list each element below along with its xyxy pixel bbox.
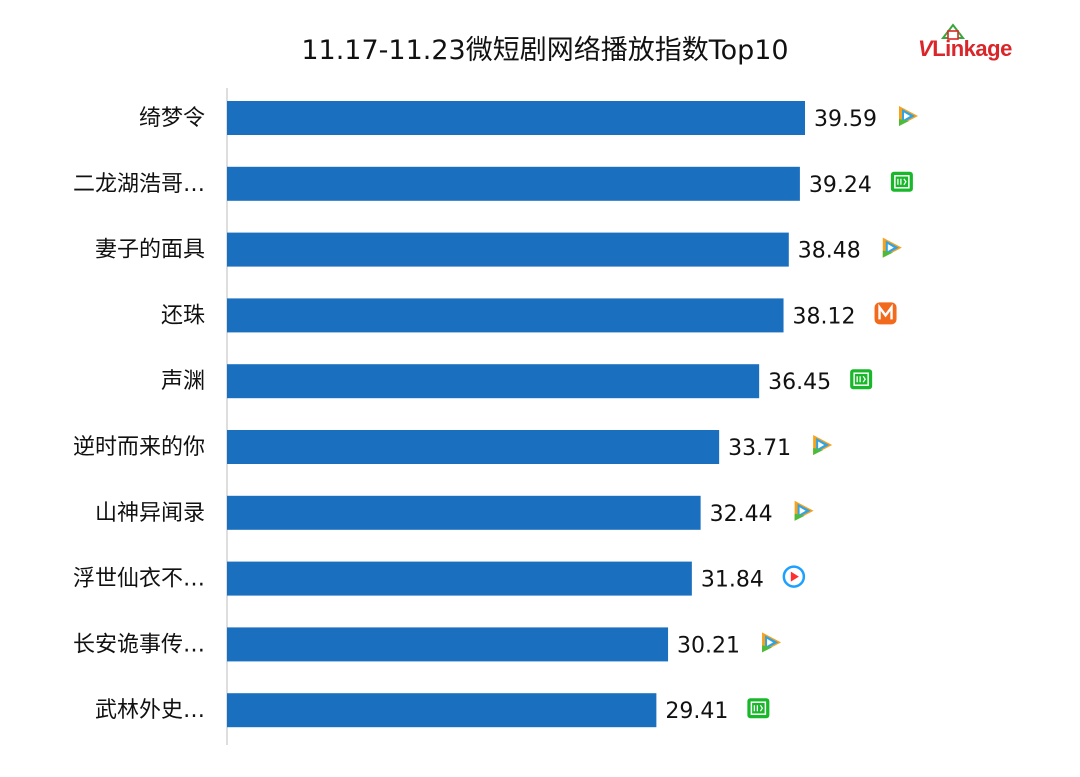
bar: [227, 627, 669, 662]
bar: [227, 430, 720, 464]
tencent-video-icon: [882, 237, 902, 258]
category-label: 妻子的面具: [95, 238, 205, 263]
value-label: 29.41: [665, 699, 728, 724]
iqiyi-icon: [890, 171, 913, 192]
value-label: 39.24: [809, 173, 872, 198]
value-label: 38.12: [793, 304, 856, 329]
value-label: 36.45: [768, 370, 831, 395]
value-label: 33.71: [728, 436, 791, 461]
category-label: 逆时而来的你: [73, 435, 205, 460]
value-label: 30.21: [677, 633, 740, 658]
chart-title: 11.17-11.23微短剧网络播放指数Top10: [301, 35, 789, 66]
bar: [227, 364, 760, 399]
category-label: 二龙湖浩哥…: [73, 172, 205, 197]
logo-mark-icon: [940, 23, 966, 40]
value-label: 32.44: [710, 502, 773, 527]
tencent-video-icon: [899, 106, 918, 126]
category-label: 长安诡事传…: [73, 632, 205, 657]
tencent-video-icon: [794, 500, 814, 521]
category-label: 声渊: [161, 369, 205, 394]
value-label: 38.48: [798, 239, 861, 264]
mango-tv-icon: [874, 302, 897, 325]
value-label: 39.59: [814, 107, 877, 132]
bar: [227, 298, 784, 333]
logo-text: VLinkage: [918, 36, 1012, 61]
value-label: 31.84: [701, 568, 764, 593]
category-label: 浮世仙衣不…: [73, 567, 205, 592]
bar: [227, 232, 789, 267]
vlinkage-logo: VLinkage: [918, 22, 1028, 70]
category-label: 山神异闻录: [95, 501, 205, 526]
iqiyi-icon: [747, 698, 770, 719]
bar: [227, 166, 800, 201]
bar: [227, 693, 657, 728]
iqiyi-icon: [850, 369, 873, 390]
bar: [227, 101, 805, 135]
bar: [227, 561, 692, 596]
category-label: 还珠: [161, 303, 205, 328]
tencent-video-icon: [762, 632, 782, 653]
category-label: 绮梦令: [139, 106, 205, 131]
tencent-video-icon: [813, 435, 833, 455]
youku-icon: [782, 565, 806, 588]
category-label: 武林外史…: [95, 698, 205, 723]
bar: [227, 495, 701, 530]
